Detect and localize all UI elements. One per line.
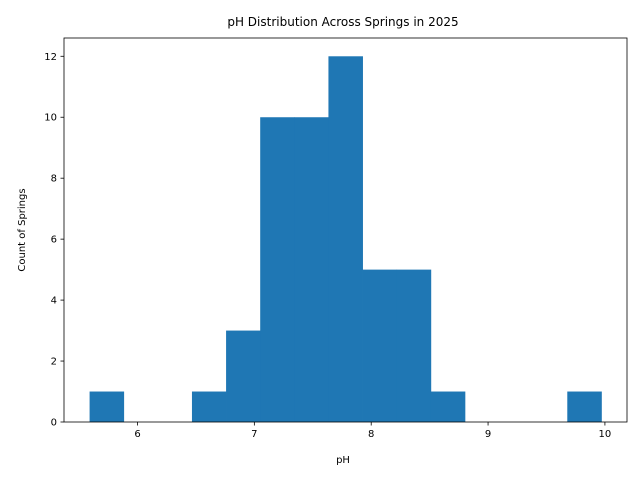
y-tick-label: 2 — [51, 357, 57, 368]
bars-group — [89, 56, 602, 423]
y-tick-label: 6 — [51, 235, 57, 246]
y-tick-label: 4 — [51, 296, 57, 307]
histogram-bar — [191, 391, 227, 422]
axes-group — [63, 37, 628, 423]
histogram-bar — [89, 391, 125, 422]
histogram-bar — [226, 330, 261, 422]
y-tick-label: 8 — [51, 174, 57, 185]
y-axis-label: Count of Springs — [17, 188, 28, 271]
histogram-bar — [328, 56, 363, 423]
x-axis-label: pH — [336, 455, 350, 466]
y-tick-label: 12 — [44, 52, 57, 63]
histogram-bar — [396, 269, 432, 422]
x-tick-label: 7 — [251, 429, 257, 440]
x-tick-label: 9 — [485, 429, 491, 440]
x-tick-label: 10 — [599, 429, 612, 440]
plot-frame — [63, 37, 628, 423]
x-ticks: 6 7 8 9 10 — [134, 422, 611, 440]
histogram-bar — [567, 391, 602, 422]
histogram-bar — [294, 117, 329, 422]
chart-title: pH Distribution Across Springs in 2025 — [227, 15, 458, 29]
y-ticks: 0 2 4 6 8 10 12 — [44, 52, 64, 429]
x-tick-label: 6 — [134, 429, 140, 440]
histogram-bar — [362, 269, 398, 422]
histogram-bar — [430, 391, 466, 422]
x-tick-label: 8 — [368, 429, 374, 440]
histogram-bar — [260, 117, 295, 422]
y-tick-label: 0 — [51, 418, 57, 429]
y-tick-label: 10 — [44, 113, 57, 124]
